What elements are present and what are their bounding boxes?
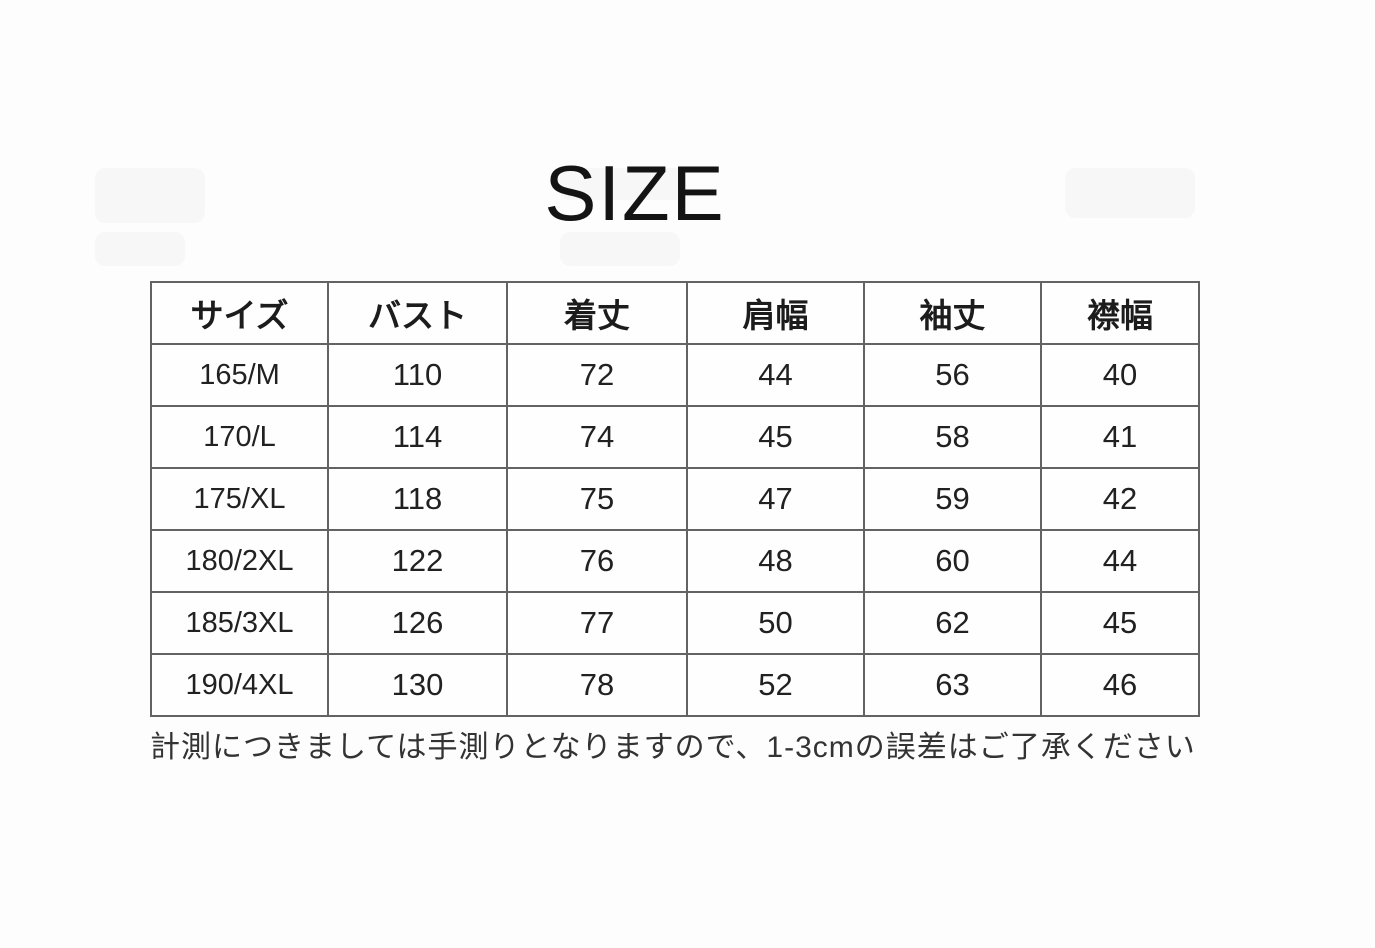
- measurement-cell: 122: [327, 529, 508, 593]
- size-table-header-cell: バスト: [327, 281, 508, 345]
- measurement-cell: 77: [506, 591, 688, 655]
- measurement-cell: 48: [686, 529, 865, 593]
- size-table-header-cell: 肩幅: [686, 281, 865, 345]
- size-table-header-row: サイズ バスト 着丈 肩幅 袖丈 襟幅: [150, 281, 1200, 345]
- measurement-cell: 46: [1040, 653, 1200, 717]
- size-label-cell: 165/M: [150, 343, 329, 407]
- measurement-cell: 114: [327, 405, 508, 469]
- background-artifact: [560, 232, 680, 266]
- size-table-row: 175/XL 118 75 47 59 42: [150, 467, 1200, 531]
- size-table-header-cell: 着丈: [506, 281, 688, 345]
- size-table-header-cell: 袖丈: [863, 281, 1042, 345]
- measurement-cell: 63: [863, 653, 1042, 717]
- measurement-cell: 45: [1040, 591, 1200, 655]
- background-artifact: [560, 168, 685, 200]
- size-table-row: 170/L 114 74 45 58 41: [150, 405, 1200, 469]
- background-artifact: [1065, 168, 1195, 218]
- size-table-row: 165/M 110 72 44 56 40: [150, 343, 1200, 407]
- background-artifact: [95, 232, 185, 266]
- measurement-cell: 78: [506, 653, 688, 717]
- measurement-cell: 41: [1040, 405, 1200, 469]
- measurement-cell: 74: [506, 405, 688, 469]
- size-table: サイズ バスト 着丈 肩幅 袖丈 襟幅 165/M 110 72 44 56 40 170/L 114 7…: [150, 281, 1200, 717]
- measurement-cell: 58: [863, 405, 1042, 469]
- measurement-cell: 40: [1040, 343, 1200, 407]
- size-label-cell: 185/3XL: [150, 591, 329, 655]
- measurement-cell: 42: [1040, 467, 1200, 531]
- size-table-row: 190/4XL 130 78 52 63 46: [150, 653, 1200, 717]
- size-label-cell: 170/L: [150, 405, 329, 469]
- size-label-cell: 180/2XL: [150, 529, 329, 593]
- size-table-header-cell: 襟幅: [1040, 281, 1200, 345]
- size-label-cell: 190/4XL: [150, 653, 329, 717]
- background-artifact: [95, 168, 205, 223]
- measurement-cell: 75: [506, 467, 688, 531]
- measurement-note: 計測につきましては手測りとなりますので、1-3cmの誤差はご了承ください: [150, 731, 1196, 764]
- measurement-cell: 62: [863, 591, 1042, 655]
- measurement-cell: 60: [863, 529, 1042, 593]
- size-table-row: 185/3XL 126 77 50 62 45: [150, 591, 1200, 655]
- measurement-cell: 72: [506, 343, 688, 407]
- measurement-cell: 76: [506, 529, 688, 593]
- measurement-cell: 59: [863, 467, 1042, 531]
- size-table-body: 165/M 110 72 44 56 40 170/L 114 74 45 58 41 175/XL 11…: [150, 343, 1200, 717]
- measurement-cell: 44: [1040, 529, 1200, 593]
- measurement-cell: 45: [686, 405, 865, 469]
- size-table-row: 180/2XL 122 76 48 60 44: [150, 529, 1200, 593]
- size-table-header-cell: サイズ: [150, 281, 329, 345]
- measurement-cell: 110: [327, 343, 508, 407]
- measurement-cell: 50: [686, 591, 865, 655]
- measurement-cell: 130: [327, 653, 508, 717]
- measurement-cell: 118: [327, 467, 508, 531]
- size-label-cell: 175/XL: [150, 467, 329, 531]
- measurement-cell: 44: [686, 343, 865, 407]
- measurement-cell: 56: [863, 343, 1042, 407]
- measurement-cell: 47: [686, 467, 865, 531]
- measurement-cell: 126: [327, 591, 508, 655]
- page-title: SIZE: [544, 149, 726, 237]
- measurement-cell: 52: [686, 653, 865, 717]
